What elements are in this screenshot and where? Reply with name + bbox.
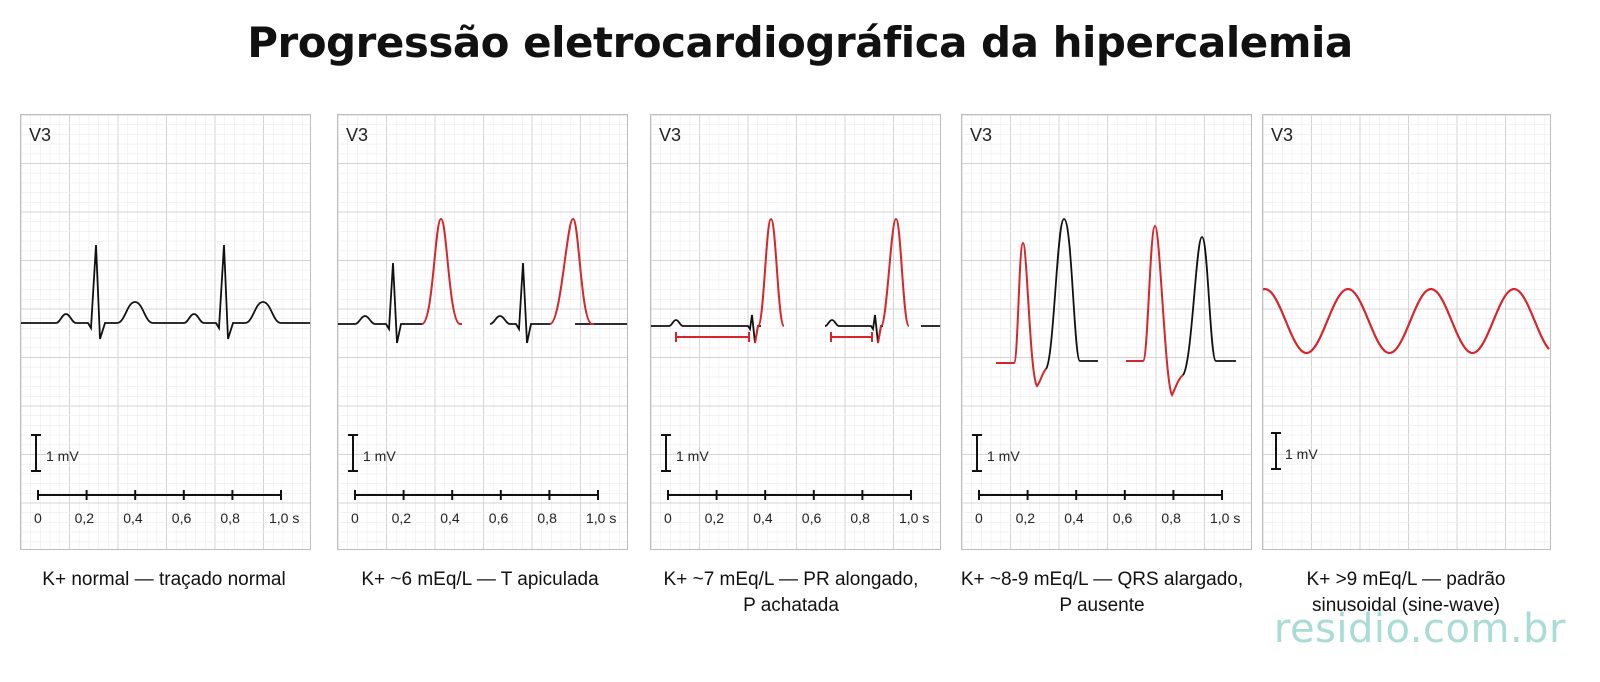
caption-line: K+ ~7 mEq/L — PR alongado, [663,569,919,590]
time-axis-tick-label: 0,4 [1064,510,1084,526]
time-axis-tick-label: 0 [351,510,359,526]
peaked-t-wave-2 [549,217,594,325]
ecg-grid-sine-wave: 1 mV [1263,115,1550,549]
caption-line: K+ normal — traçado normal [42,569,286,590]
ecg-grid-prolonged-pr: 1 mV 0 0,2 0,4 0,6 0,8 1,0 s [651,115,940,549]
millivolt-scale-label: 1 mV [46,448,79,464]
time-axis-tick-label: 1,0 s [899,510,929,526]
lead-label: V3 [659,125,682,145]
ecg-grid-wide-qrs: 1 mV 0 0,2 0,4 0,6 0,8 1,0 s [962,115,1251,549]
peaked-t-wave [754,217,785,344]
time-axis-tick-label: 0,8 [850,510,870,526]
ecg-panel-prolonged-pr: 1 mV 0 0,2 0,4 0,6 0,8 1,0 s V3 [650,114,941,550]
ecg-panel-wide-qrs: 1 mV 0 0,2 0,4 0,6 0,8 1,0 s V3 [961,114,1252,550]
lead-label: V3 [1271,125,1294,145]
caption-line: P achatada [743,595,839,616]
ecg-panel-sine-wave: 1 mV V3 [1262,114,1551,550]
time-axis-tick-label: 0,4 [123,510,143,526]
peaked-t-wave [421,217,462,325]
time-axis-tick-label: 0 [664,510,672,526]
ecg-panel-normal: 1 mV 0 0,2 0,4 0,6 0,8 1,0 s V3 [20,114,311,550]
lead-label: V3 [346,125,369,145]
time-axis-tick-label: 0 [975,510,983,526]
time-axis-tick-label: 0,8 [220,510,240,526]
millivolt-scale-label: 1 mV [676,448,709,464]
time-axis-tick-label: 0,6 [172,510,192,526]
millivolt-scale: 1 mV [661,434,709,472]
caption-line: K+ >9 mEq/L — padrão [1306,569,1506,590]
time-axis-tick-label: 1,0 s [586,510,616,526]
ecg-trace-normal [21,244,310,340]
ecg-trace-baseline [651,314,761,344]
sine-wave-trace [1263,287,1550,355]
time-axis-tick-label: 0,6 [802,510,822,526]
millivolt-scale-label: 1 mV [1285,446,1318,462]
ecg-trace-baseline-2 [489,262,550,344]
caption-line: sinusoidal (sine-wave) [1312,595,1500,616]
time-axis-tick-label: 0,4 [440,510,460,526]
lead-label: V3 [29,125,52,145]
time-axis-tick-label: 1,0 s [1210,510,1240,526]
time-axis: 0 0,2 0,4 0,6 0,8 1,0 s [351,490,616,526]
caption-line: K+ ~6 mEq/L — T apiculada [361,569,599,590]
watermark: residio.com.br [1273,606,1566,652]
time-axis-tick-label: 0,8 [1161,510,1181,526]
lead-label: V3 [970,125,993,145]
time-axis-tick-label: 0,2 [392,510,412,526]
caption-line: P ausente [1059,595,1145,616]
ecg-trace-baseline [338,262,627,344]
millivolt-scale-label: 1 mV [987,448,1020,464]
time-axis: 0 0,2 0,4 0,6 0,8 1,0 s [664,490,929,526]
millivolt-scale: 1 mV [1271,432,1318,470]
wide-qrs-complex-2 [1126,224,1184,398]
time-axis-tick-label: 0,2 [75,510,95,526]
ecg-panel-peaked-t: 1 mV 0 0,2 0,4 0,6 0,8 1,0 s V3 [337,114,628,550]
time-axis-tick-label: 0,6 [1113,510,1133,526]
time-axis-tick-label: 0,2 [1016,510,1036,526]
time-axis-tick-label: 0,4 [753,510,773,526]
wide-qrs-complex [996,241,1047,388]
pr-interval-marker-2 [830,332,873,342]
peaked-t-wave-2 [877,217,910,344]
caption-peaked-t: K+ ~6 mEq/L — T apiculada [330,567,630,593]
time-axis-tick-label: 1,0 s [269,510,299,526]
page-title: Progressão eletrocardiográfica da hiperc… [247,18,1353,67]
time-axis-tick-label: 0,2 [705,510,725,526]
pr-interval-marker [675,332,750,342]
time-axis-tick-label: 0,6 [489,510,509,526]
time-axis: 0 0,2 0,4 0,6 0,8 1,0 s [975,490,1240,526]
caption-prolonged-pr: K+ ~7 mEq/L — PR alongado, P achatada [641,567,941,619]
caption-line: K+ ~8-9 mEq/L — QRS alargado, [960,569,1244,590]
caption-sine-wave: K+ >9 mEq/L — padrão sinusoidal (sine-wa… [1256,567,1556,619]
millivolt-scale: 1 mV [31,434,79,472]
ecg-trace-baseline-2 [824,314,940,344]
millivolt-scale: 1 mV [972,434,1020,472]
t-wave-black-2 [1182,236,1236,376]
millivolt-scale: 1 mV [348,434,396,472]
ecg-grid-peaked-t: 1 mV 0 0,2 0,4 0,6 0,8 1,0 s [338,115,627,549]
ecg-grid-normal: 1 mV 0 0,2 0,4 0,6 0,8 1,0 s [21,115,310,549]
time-axis: 0 0,2 0,4 0,6 0,8 1,0 s [34,490,299,526]
millivolt-scale-label: 1 mV [363,448,396,464]
t-wave-black [1045,218,1098,370]
caption-normal: K+ normal — traçado normal [14,567,314,593]
time-axis-tick-label: 0,8 [537,510,557,526]
caption-wide-qrs: K+ ~8-9 mEq/L — QRS alargado, P ausente [952,567,1252,619]
time-axis-tick-label: 0 [34,510,42,526]
